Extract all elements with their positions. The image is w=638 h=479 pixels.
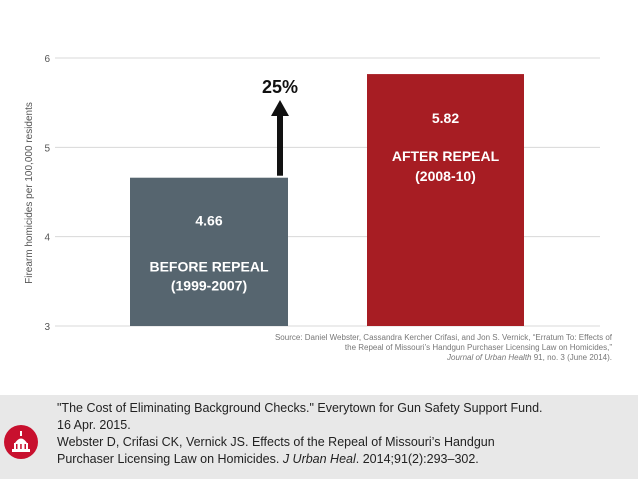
y-tick-label: 3: [44, 322, 50, 333]
bar-category-sublabel: (2008-10): [415, 168, 476, 184]
citation-2-title: Purchaser Licensing Law on Homicides.: [57, 452, 283, 466]
source-line-1: Source: Daniel Webster, Cassandra Kerche…: [274, 333, 612, 342]
y-axis-label: Firearm homicides per 100,000 residents: [24, 102, 35, 284]
capitol-building-icon: [4, 425, 38, 459]
citation-1-line-2: 16 Apr. 2015.: [57, 418, 131, 432]
source-journal: Journal of Urban Health: [447, 353, 532, 362]
citation-2-journal: J Urban Heal: [282, 452, 356, 466]
citation-2-line-1: Webster D, Crifasi CK, Vernick JS. Effec…: [57, 435, 495, 449]
citation-2-line-2: Purchaser Licensing Law on Homicides. J …: [57, 451, 632, 468]
capitol-building-graphic: [12, 431, 30, 452]
footer: "The Cost of Eliminating Background Chec…: [0, 395, 638, 479]
source-line-3: Journal of Urban Health 91, no. 3 (June …: [212, 353, 612, 363]
annotation-layer: 25%: [262, 77, 298, 176]
citation-2-volume: . 2014;91(2):293–302.: [355, 452, 479, 466]
y-tick-label: 5: [44, 143, 50, 154]
arrow-shaft: [277, 113, 283, 176]
y-tick-label: 4: [44, 233, 50, 244]
source-note: Source: Daniel Webster, Cassandra Kerche…: [212, 333, 612, 363]
bar-category-label: BEFORE REPEAL: [149, 259, 268, 275]
bar-category-sublabel: (1999-2007): [171, 278, 247, 294]
y-tick-label: 6: [44, 54, 50, 65]
bar-layer: 4.66 BEFORE REPEAL (1999-2007) 5.82 AFTER RE…: [130, 74, 524, 326]
bar-category-label: AFTER REPEAL: [392, 148, 500, 164]
chart-area: 3 4 5 6 4.66 BEFORE REPEAL (1999-2007) 5.82 AFT…: [24, 54, 612, 363]
bar-value-label: 5.82: [432, 110, 459, 126]
bar-value-label: 4.66: [195, 213, 222, 229]
percent-change-label: 25%: [262, 77, 298, 97]
bar-2: [367, 74, 524, 326]
citation-1-line-1: "The Cost of Eliminating Background Chec…: [57, 401, 543, 415]
source-line-2: the Repeal of Missouri’s Handgun Purchas…: [344, 343, 612, 352]
up-arrow-icon: [271, 100, 289, 116]
source-issue: 91, no. 3 (June 2014).: [531, 353, 612, 362]
citations: "The Cost of Eliminating Background Chec…: [57, 400, 632, 468]
bar-1: [130, 177, 288, 326]
bar-chart: 3 4 5 6 4.66 BEFORE REPEAL (1999-2007) 5.82 AFT…: [24, 54, 600, 333]
